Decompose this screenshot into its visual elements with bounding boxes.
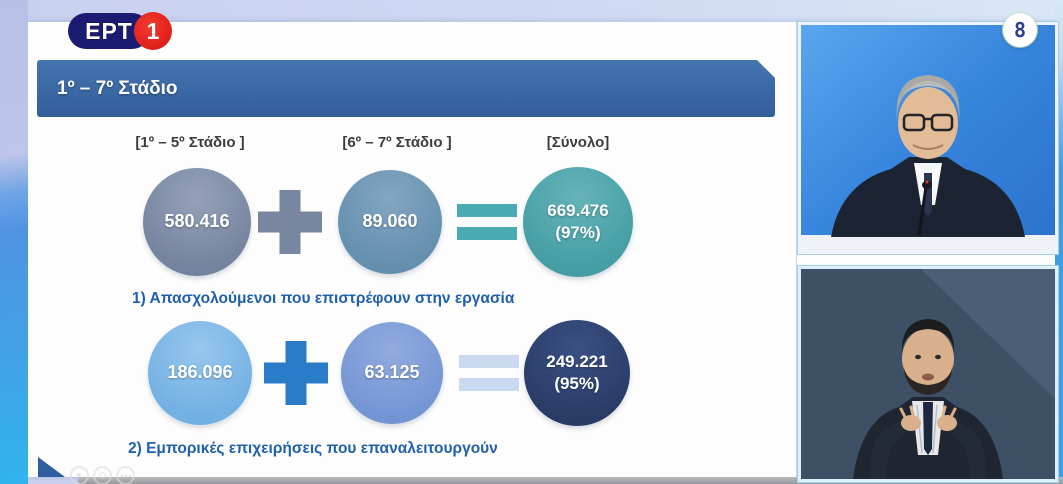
row1-total-percent: (97%) [555,223,601,242]
interpreter-video-panel [798,266,1058,482]
slide-title-bar: 1º – 7º Στάδιο [37,60,775,117]
row2-stage1-5-circle: 186.096 [148,321,252,425]
background-right-strip [1055,0,1063,484]
row1-plus-icon [258,190,322,254]
channel-logo: EPT 1 [68,12,172,50]
row1-equals-icon [457,204,517,240]
row1-stage6-7-value: 89.060 [362,211,418,232]
row2-total-value: 249.221 [546,351,608,371]
row1-stage1-5-value: 580.416 [164,211,230,232]
background-left-strip [0,0,28,484]
column-header-stage-6-7: [6º – 7º Στάδιο ] [342,134,452,151]
row2-caption: 2) Εμπορικές επιχειρήσεις που επαναλειτο… [128,440,498,457]
row2-plus-icon [264,341,328,405]
row2-equals-icon [459,355,519,391]
background-top-strip [0,0,1063,24]
column-header-stage-1-5: [1º – 5º Στάδιο ] [135,134,245,151]
speaker-illustration [801,25,1055,251]
channel-logo-text: EPT [85,17,133,44]
row2-stage6-7-value: 63.125 [364,362,420,383]
row2-stage6-7-circle: 63.125 [341,322,443,424]
row1-total-circle: 669.476 (97%) [523,167,633,277]
row1-stage1-5-circle: 580.416 [143,168,251,276]
ellipsis-icon [116,466,135,484]
row2-total-percent: (95%) [554,374,600,393]
channel-logo-number: 1 [134,12,172,50]
panel-left-edge-line [796,22,797,477]
slide-title: 1º – 7º Στάδιο [57,77,178,99]
row2-total-circle: 249.221 (95%) [524,320,630,426]
slide-bottom-bar [78,477,1063,484]
row2-stage1-5-value: 186.096 [167,362,233,383]
pen-icon [70,466,89,484]
government-badge-icon: 8 [1003,13,1037,47]
column-header-total: [Σύνολο] [546,134,610,151]
magnifier-icon [93,466,112,484]
speaker-video-panel [798,22,1058,254]
row1-total-value: 669.476 [547,200,609,220]
row1-caption: 1) Απασχολούμενοι που επιστρέφουν στην ε… [132,290,515,307]
row1-stage6-7-circle: 89.060 [338,170,442,274]
interpreter-illustration [801,269,1055,479]
